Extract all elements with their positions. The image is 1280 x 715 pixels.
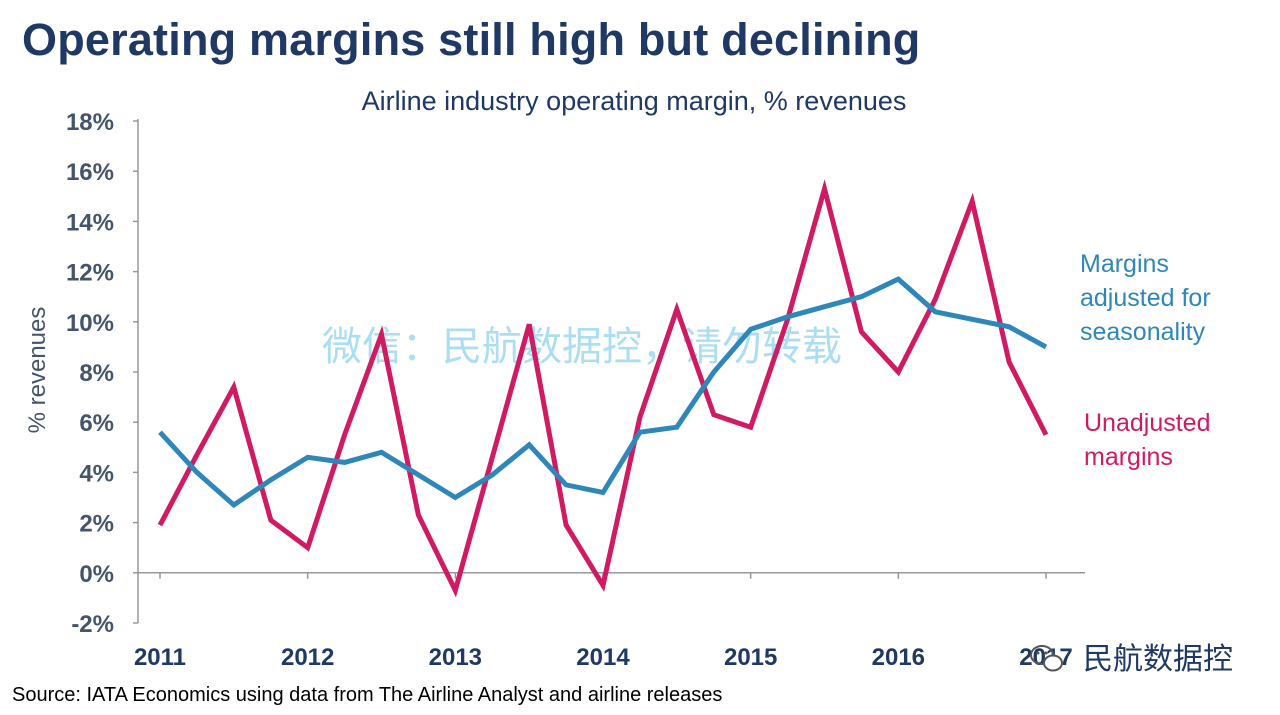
x-tick-label: 2015 — [724, 644, 777, 671]
y-tick-label: 4% — [79, 460, 114, 487]
wechat-icon — [1030, 645, 1063, 672]
y-axis-label: % revenues — [24, 307, 51, 434]
x-tick-labels: 2011201220132014201520162017 — [134, 644, 1073, 671]
watermark-logo-text: 民航数据控 — [1083, 642, 1233, 677]
label-unadjusted-margins: Unadjusted margins — [1084, 409, 1217, 471]
watermark: 微信：民航数据控，请勿转载 — [322, 324, 842, 370]
series-unadjusted-line — [157, 179, 1049, 598]
label-adjusted-margins: Margins adjusted for seasonality — [1080, 250, 1218, 346]
y-tick-label: 14% — [66, 209, 114, 236]
y-tick-label: 18% — [66, 109, 114, 136]
source-note: Source: IATA Economics using data from T… — [12, 684, 723, 706]
y-tick-label: -2% — [71, 611, 114, 638]
y-tick-labels: -2% 0% 2% 4% 6% 8% 10% 12% 14% 16% 18% — [66, 109, 138, 638]
x-tick-label: 2011 — [134, 644, 186, 671]
x-tick-label: 2016 — [872, 644, 925, 671]
page-title: Operating margins still high but declini… — [22, 14, 921, 65]
axes — [137, 119, 1085, 623]
y-tick-label: 16% — [66, 159, 114, 186]
y-tick-label: 10% — [66, 310, 114, 337]
x-tick-label: 2014 — [576, 644, 630, 671]
watermark-logo: 民航数据控 — [1030, 642, 1233, 677]
x-tick-label: 2013 — [429, 644, 482, 671]
series-lines — [157, 179, 1049, 598]
y-tick-label: 12% — [66, 260, 114, 287]
y-tick-label: 2% — [79, 511, 114, 538]
y-tick-label: 6% — [79, 410, 114, 437]
y-tick-label: 0% — [79, 561, 114, 588]
series-adjusted-line — [158, 276, 1048, 509]
y-tick-label: 8% — [79, 360, 114, 387]
x-tick-label: 2012 — [281, 644, 334, 671]
chart-subtitle: Airline industry operating margin, % rev… — [362, 86, 907, 116]
x-tick-marks — [159, 572, 1047, 579]
